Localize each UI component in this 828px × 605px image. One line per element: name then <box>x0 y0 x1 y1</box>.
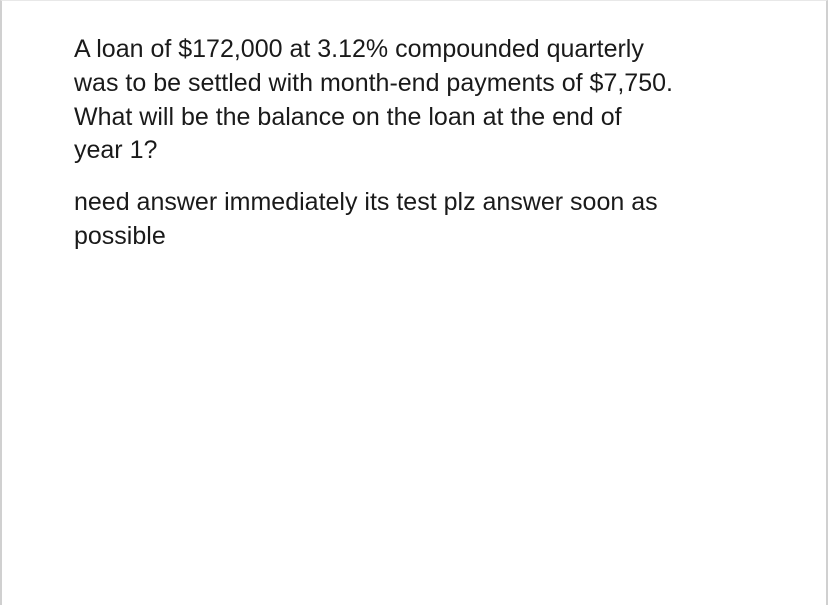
urgency-note: need answer immediately its test plz ans… <box>74 186 674 254</box>
document-frame: A loan of $172,000 at 3.12% compounded q… <box>0 0 828 605</box>
question-paragraph: A loan of $172,000 at 3.12% compounded q… <box>74 33 674 168</box>
